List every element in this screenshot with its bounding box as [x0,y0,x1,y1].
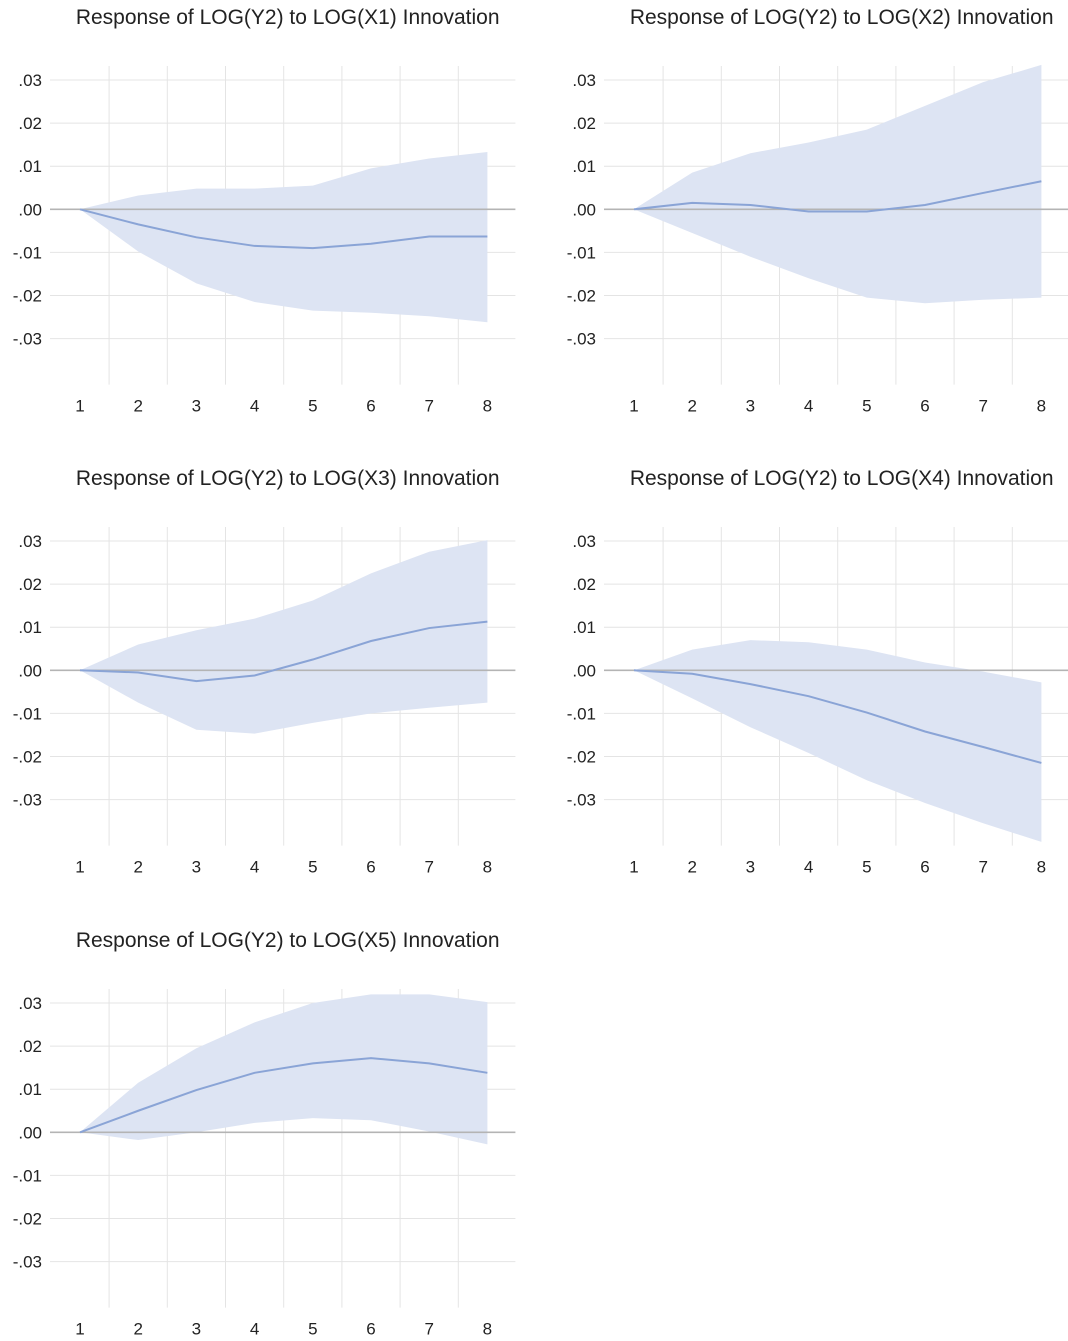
y-tick-label: .03 [572,71,596,90]
y-tick-label: -.01 [567,243,596,262]
y-tick-label: .01 [572,157,596,176]
panel-title: Response of LOG(Y2) to LOG(X4) Innovatio… [630,467,1054,490]
x-tick-label: 4 [804,858,813,877]
x-tick-label: 8 [483,397,492,416]
y-tick-label: -.02 [567,287,596,306]
y-tick-label: .03 [18,532,42,551]
y-tick-label: .00 [18,661,42,680]
x-tick-label: 7 [978,397,987,416]
x-tick-label: 6 [366,397,375,416]
irf-panel-5: Response of LOG(Y2) to LOG(X5) Innovatio… [13,929,516,1339]
y-tick-label: -.02 [13,1210,42,1229]
x-tick-label: 1 [629,397,638,416]
y-tick-label: .01 [18,157,42,176]
x-tick-label: 5 [308,397,317,416]
confidence-band [634,64,1042,304]
response-line [633,669,1042,764]
irf-panel-3: Response of LOG(Y2) to LOG(X3) Innovatio… [13,467,516,877]
confidence-band [634,640,1042,842]
y-tick-label: .00 [18,1123,42,1142]
panel-title: Response of LOG(Y2) to LOG(X2) Innovatio… [630,6,1054,29]
y-tick-label: .02 [572,575,596,594]
x-tick-label: 1 [75,397,84,416]
x-tick-label: 5 [308,858,317,877]
y-tick-label: .03 [18,71,42,90]
response-line [79,1057,488,1134]
response-line [79,208,488,250]
x-tick-label: 8 [1037,397,1046,416]
x-tick-label: 3 [192,397,201,416]
y-tick-label: .00 [18,200,42,219]
confidence-band [80,994,488,1145]
x-tick-label: 1 [75,858,84,877]
x-tick-label: 2 [133,858,142,877]
x-tick-label: 7 [424,1320,433,1339]
y-tick-label: -.03 [13,330,42,349]
y-tick-label: .02 [572,114,596,133]
x-tick-label: 4 [250,858,259,877]
irf-panel-4: Response of LOG(Y2) to LOG(X4) Innovatio… [567,467,1068,877]
y-tick-label: .00 [572,661,596,680]
y-tick-label: .00 [572,200,596,219]
x-tick-label: 7 [424,858,433,877]
panel-title: Response of LOG(Y2) to LOG(X3) Innovatio… [76,467,500,490]
x-tick-label: 6 [920,397,929,416]
x-tick-label: 4 [250,1320,259,1339]
y-tick-label: -.03 [567,330,596,349]
x-tick-label: 2 [133,397,142,416]
x-tick-label: 8 [483,1320,492,1339]
y-tick-label: -.03 [13,791,42,810]
y-tick-label: .02 [18,1037,42,1056]
x-tick-label: 6 [366,858,375,877]
confidence-band [80,540,488,734]
x-tick-label: 3 [746,858,755,877]
y-tick-label: -.03 [567,791,596,810]
x-tick-label: 7 [978,858,987,877]
y-tick-label: -.01 [567,704,596,723]
x-tick-label: 3 [192,1320,201,1339]
response-line [79,620,488,683]
panel-title: Response of LOG(Y2) to LOG(X5) Innovatio… [76,929,500,952]
x-tick-label: 3 [192,858,201,877]
x-tick-label: 4 [804,397,813,416]
y-tick-label: .01 [18,1080,42,1099]
y-tick-label: -.02 [567,748,596,767]
irf-panel-2: Response of LOG(Y2) to LOG(X2) Innovatio… [567,6,1068,416]
x-tick-label: 4 [250,397,259,416]
confidence-band [80,151,488,323]
y-tick-label: .03 [18,994,42,1013]
x-tick-label: 3 [746,397,755,416]
x-tick-label: 6 [366,1320,375,1339]
y-tick-label: -.01 [13,1166,42,1185]
x-tick-label: 2 [687,397,696,416]
x-tick-label: 2 [133,1320,142,1339]
y-tick-label: -.01 [13,243,42,262]
y-tick-label: -.01 [13,704,42,723]
y-tick-label: -.02 [13,287,42,306]
x-tick-label: 5 [308,1320,317,1339]
y-tick-label: .01 [572,618,596,637]
y-tick-label: .01 [18,618,42,637]
x-tick-label: 6 [920,858,929,877]
x-tick-label: 5 [862,397,871,416]
response-line [633,180,1042,213]
y-tick-label: -.03 [13,1253,42,1272]
irf-panel-1: Response of LOG(Y2) to LOG(X1) Innovatio… [13,6,516,416]
x-tick-label: 5 [862,858,871,877]
x-tick-label: 2 [687,858,696,877]
x-tick-label: 8 [1037,858,1046,877]
y-tick-label: .02 [18,114,42,133]
x-tick-label: 1 [75,1320,84,1339]
x-tick-label: 8 [483,858,492,877]
x-tick-label: 7 [424,397,433,416]
y-tick-label: .03 [572,532,596,551]
y-tick-label: .02 [18,575,42,594]
panel-title: Response of LOG(Y2) to LOG(X1) Innovatio… [76,6,500,29]
y-tick-label: -.02 [13,748,42,767]
x-tick-label: 1 [629,858,638,877]
